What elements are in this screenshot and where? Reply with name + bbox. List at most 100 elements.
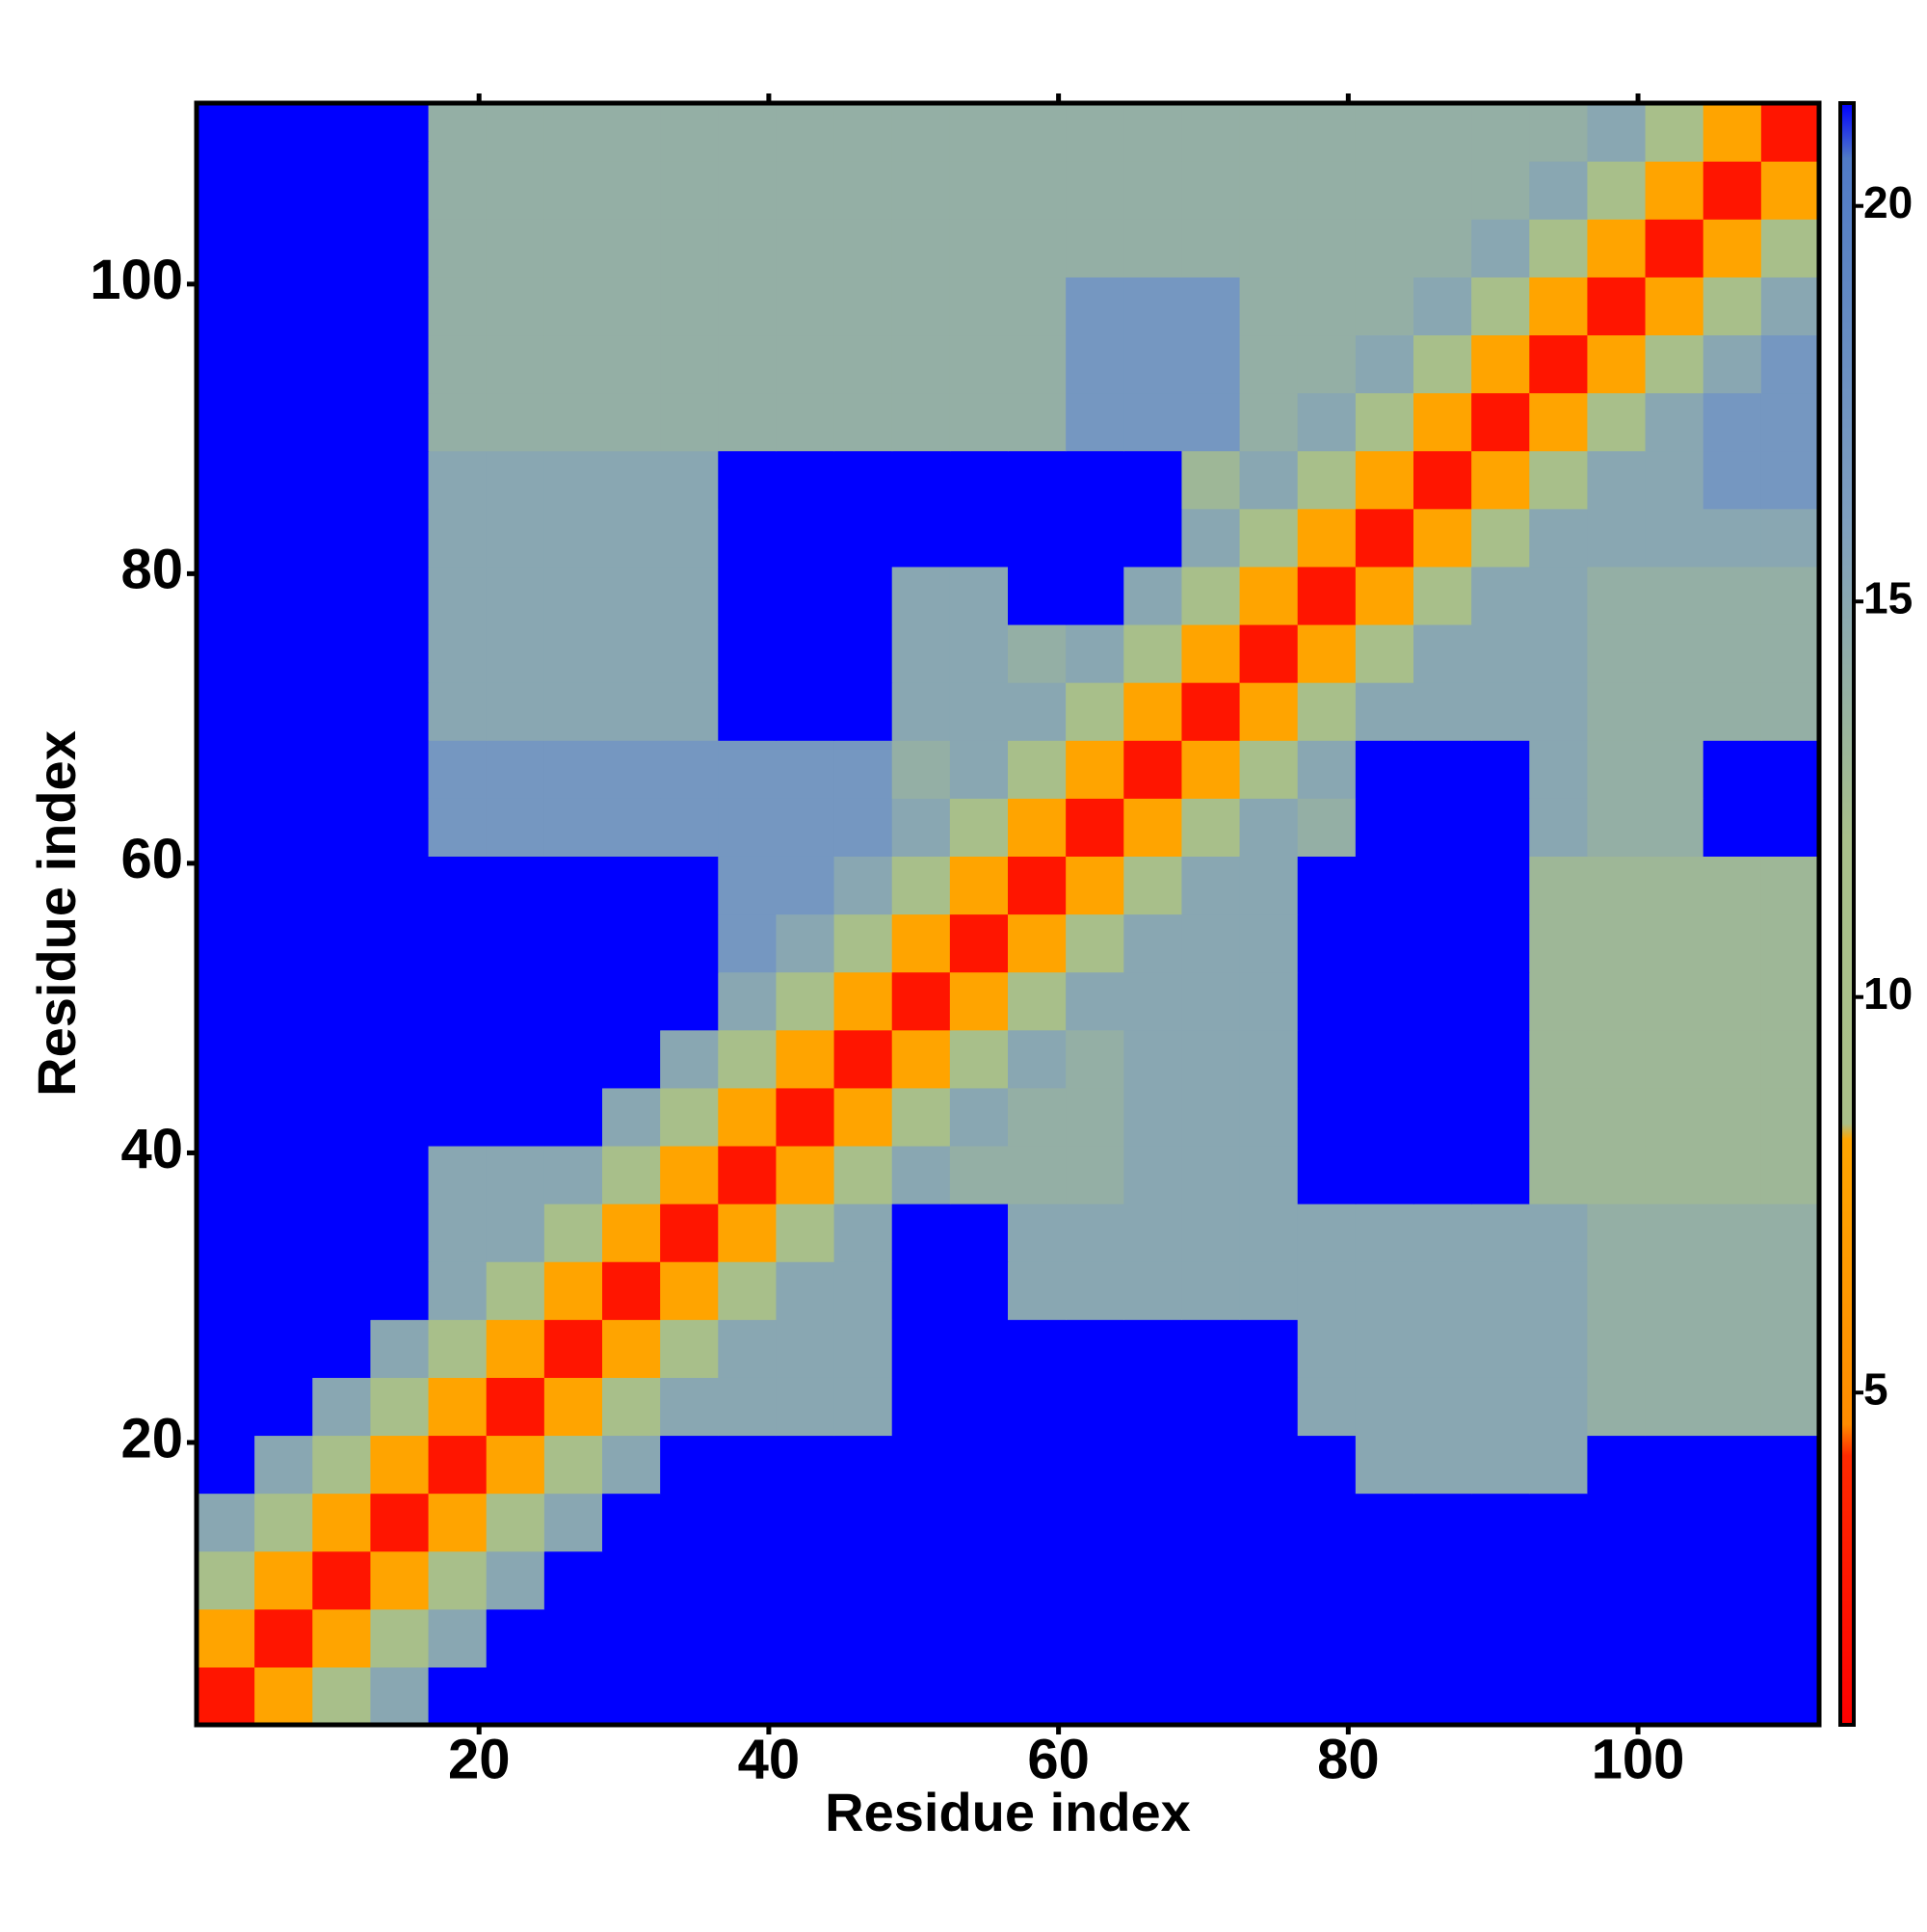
heatmap-cell [1239,1261,1299,1320]
heatmap-cell [602,103,661,162]
heatmap-cell [1355,1377,1414,1437]
heatmap-cell [1123,1204,1183,1262]
heatmap-cell [776,450,835,510]
heatmap-cell [1471,334,1530,394]
heatmap-cell [1760,1493,1820,1552]
heatmap-cell [949,1145,1009,1204]
heatmap-cell [1297,740,1357,799]
heatmap-cell [949,1493,1009,1552]
heatmap-cell [1645,1261,1704,1320]
heatmap-cell [833,1493,893,1552]
heatmap-cell [1066,103,1124,162]
heatmap-cell [776,1029,835,1089]
plot-frame [194,100,1822,1728]
heatmap-cell [891,277,951,336]
heatmap-cell [1239,1550,1299,1610]
heatmap-cell [486,971,545,1031]
heatmap-cell [949,913,1009,973]
heatmap-cell [1645,1145,1704,1204]
heatmap-cell [1355,161,1414,220]
heatmap-cell [312,508,372,568]
heatmap-cell [1529,1319,1589,1378]
heatmap-cell [660,508,719,568]
heatmap-cell [1587,856,1647,915]
heatmap-cell [428,1608,488,1668]
heatmap-cell [1066,1493,1124,1552]
heatmap-cell [254,1261,313,1320]
heatmap-cell [1703,1435,1762,1495]
y-tick-label: 100 [90,249,183,311]
heatmap-cell [1471,1145,1530,1204]
heatmap-cell [1123,450,1183,510]
heatmap-cell [428,161,488,220]
heatmap-cell [1355,1204,1414,1262]
heatmap-cell [718,1435,778,1495]
heatmap-cell [1297,1029,1357,1089]
x-axis-title: Residue index [825,1782,1191,1842]
heatmap-cell [833,1029,893,1089]
heatmap-cell [254,856,313,915]
heatmap-cell [543,1666,603,1726]
heatmap-cell [1355,103,1414,162]
heatmap-cell [312,1550,372,1610]
heatmap-cell [833,682,893,741]
heatmap-cell [1413,1550,1472,1610]
heatmap-cell [1066,334,1124,394]
heatmap-cell [254,334,313,394]
heatmap-cell [776,219,835,278]
heatmap-cell [1529,1204,1589,1262]
heatmap-cell [1413,450,1472,510]
heatmap-cell [1355,277,1414,336]
heatmap-cell [718,1204,778,1262]
heatmap-cell [1181,1029,1241,1089]
heatmap-cell [428,508,488,568]
heatmap-cell [370,1493,430,1552]
heatmap-cell [370,1261,430,1320]
heatmap-cell [891,1261,951,1320]
heatmap-cell [543,392,603,452]
heatmap-cell [718,450,778,510]
heatmap-cell [776,1319,835,1378]
x-tick-label: 60 [1027,1728,1090,1790]
heatmap-cell [718,1377,778,1437]
heatmap-cell [312,1204,372,1262]
heatmap-cell [1529,334,1589,394]
heatmap-cell [197,566,255,625]
heatmap-cell [1123,392,1183,452]
heatmap-cell [1297,1608,1357,1668]
heatmap-cell [1760,508,1820,568]
x-tick-label: 40 [738,1728,801,1790]
heatmap-cell [602,682,661,741]
heatmap-cell [1645,392,1704,452]
heatmap-cell [1239,161,1299,220]
heatmap-cell [1645,103,1704,162]
heatmap-cell [1529,103,1589,162]
heatmap-cell [370,508,430,568]
heatmap-cell [428,1377,488,1437]
axes: 20 40 60 80 100 20 40 60 80 100 5 10 15 20 [90,93,1913,1790]
heatmap-cell [1645,971,1704,1031]
heatmap-cell [486,1550,545,1610]
heatmap-cell [1239,623,1299,683]
heatmap-cell [1066,1435,1124,1495]
heatmap-cell [1181,450,1241,510]
heatmap-cell [428,740,488,799]
heatmap-cell [1123,1435,1183,1495]
heatmap-cell [1587,1145,1647,1204]
heatmap-cell [1760,277,1820,336]
heatmap-cell [1471,740,1530,799]
heatmap-cell [1355,856,1414,915]
heatmap-cell [949,1204,1009,1262]
heatmap-cell [1066,1377,1124,1437]
heatmap-cell [370,1377,430,1437]
heatmap-cell [1297,450,1357,510]
heatmap-cell [1413,1029,1472,1089]
heatmap-cell [1703,1666,1762,1726]
heatmap-cell [1066,219,1124,278]
heatmap-cell [1181,566,1241,625]
heatmap-cell [1587,566,1647,625]
heatmap-cell [602,1377,661,1437]
heatmap-cell [1760,161,1820,220]
heatmap-cell [660,1145,719,1204]
